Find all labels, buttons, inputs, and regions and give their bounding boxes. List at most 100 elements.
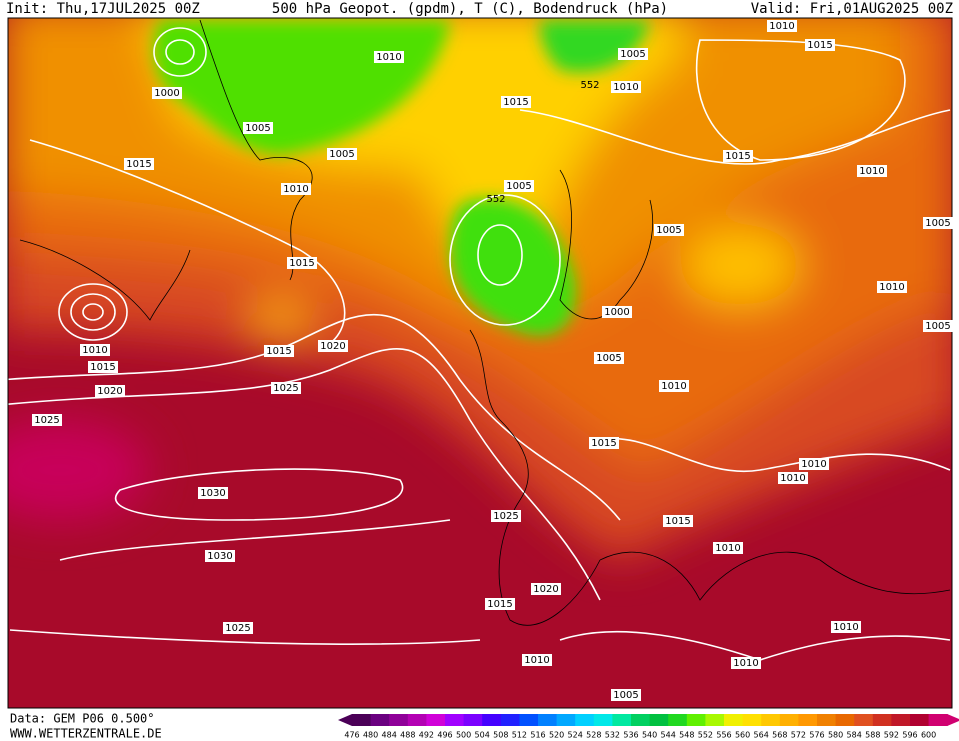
legend-swatch	[724, 714, 744, 726]
isobar-label: 1010	[613, 82, 638, 93]
isobar-label: 1005	[656, 225, 681, 236]
isobar-label: 1010	[801, 459, 826, 470]
legend-swatch	[761, 714, 781, 726]
legend-tick-label: 508	[493, 731, 508, 740]
isobar-label: 1010	[879, 282, 904, 293]
legend-tick-label: 480	[363, 731, 378, 740]
map	[8, 18, 952, 708]
isobar-label-box	[318, 340, 348, 352]
isobar-label-box	[205, 550, 235, 562]
isobar-label-box	[663, 515, 693, 527]
isobars	[8, 27, 951, 661]
isobar-label-box	[485, 598, 515, 610]
legend-tick-label: 484	[382, 731, 397, 740]
legend-tick-label: 588	[865, 731, 880, 740]
init-time: Init: Thu,17JUL2025 00Z	[6, 1, 200, 17]
legend-tick-label: 540	[642, 731, 657, 740]
isobar-label-box	[602, 306, 632, 318]
legend-swatch	[817, 714, 837, 726]
isobar-labels: 1010 1015 1005 1010 552 1010 1000 1005 1005 1015 1…	[32, 20, 953, 701]
isobar-label-box	[522, 654, 552, 666]
isobar-label: 1010	[524, 655, 549, 666]
legend-swatch	[631, 714, 651, 726]
legend-tick-label: 492	[419, 731, 434, 740]
legend-tick-label: 584	[847, 731, 862, 740]
isobar-label-box	[501, 96, 531, 108]
isobar-label-box	[594, 352, 624, 364]
isobar-label-box	[731, 657, 761, 669]
isobar-label: 1015	[487, 599, 512, 610]
isobar-label-box	[654, 224, 684, 236]
legend-arrow-left	[338, 714, 352, 726]
legend-swatch	[910, 714, 930, 726]
legend-tick-label: 596	[902, 731, 917, 740]
legend-tick-label: 524	[568, 731, 583, 740]
legend-swatch	[463, 714, 483, 726]
isobar-label: 1020	[533, 584, 558, 595]
isobar-label-box	[271, 382, 301, 394]
isobar-label: 1025	[34, 415, 59, 426]
legend-tick-label: 556	[716, 731, 731, 740]
legend-swatch	[686, 714, 706, 726]
isobar-label-box	[723, 150, 753, 162]
legend-swatch	[482, 714, 502, 726]
isobar-label: 1010	[733, 658, 758, 669]
legend-swatch	[593, 714, 613, 726]
legend-tick-label: 600	[921, 731, 936, 740]
legend-swatch	[519, 714, 539, 726]
isobar-label: 1030	[207, 551, 232, 562]
isobar-label-box	[611, 81, 641, 93]
isobar-label: 1005	[925, 321, 950, 332]
isobar-label: 1005	[620, 49, 645, 60]
legend-swatch	[705, 714, 725, 726]
isobar-label: 1005	[596, 353, 621, 364]
isobar-label: 1000	[604, 307, 629, 318]
isobar-label: 1015	[665, 516, 690, 527]
color-legend: 476 480 484 488 492 496 500 504 508 512 516 520 524 5…	[338, 714, 959, 740]
legend-tick-label: 548	[679, 731, 694, 740]
isobar-label: 1010	[715, 543, 740, 554]
isobar-label: 1015	[90, 362, 115, 373]
isobar-label: 1010	[859, 166, 884, 177]
valid-time: Valid: Fri,01AUG2025 00Z	[751, 1, 953, 17]
isobar-label: 1010	[82, 345, 107, 356]
legend-swatch	[649, 714, 669, 726]
legend-swatch	[575, 714, 595, 726]
data-source: Data: GEM P06 0.500°	[10, 712, 155, 726]
isobar-label-box	[923, 320, 953, 332]
isobar-label-box	[287, 257, 317, 269]
isobar-label: 1025	[225, 623, 250, 634]
legend-swatch	[668, 714, 688, 726]
legend-swatch	[798, 714, 818, 726]
legend-swatch	[612, 714, 632, 726]
isobar-label-box	[831, 621, 861, 633]
isobar-label: 1025	[273, 383, 298, 394]
isobar-label: 1030	[200, 488, 225, 499]
legend-swatch	[779, 714, 799, 726]
isobar-label-box	[243, 122, 273, 134]
legend-swatch	[538, 714, 558, 726]
legend-swatch	[854, 714, 874, 726]
isobar-label: 1015	[503, 97, 528, 108]
isobar-label-box	[281, 183, 311, 195]
legend-swatch	[389, 714, 409, 726]
isobar-label-box	[618, 48, 648, 60]
legend-tick-label: 516	[530, 731, 545, 740]
isobar-label-box	[611, 689, 641, 701]
website: WWW.WETTERZENTRALE.DE	[10, 727, 162, 741]
isobar-label-box	[264, 345, 294, 357]
legend-tick-label: 552	[698, 731, 713, 740]
legend-swatch	[370, 714, 390, 726]
isobar-label: 1010	[376, 52, 401, 63]
isobar-label-box	[589, 437, 619, 449]
legend-swatch	[352, 714, 372, 726]
isobar-label: 1005	[329, 149, 354, 160]
isobar-label-box	[95, 385, 125, 397]
isobar-label-box	[659, 380, 689, 392]
map-frame	[7, 17, 953, 709]
isobar-label: 1005	[613, 690, 638, 701]
legend-swatch	[426, 714, 446, 726]
isobar-label: 1010	[780, 473, 805, 484]
isobar-label: 1000	[154, 88, 179, 99]
